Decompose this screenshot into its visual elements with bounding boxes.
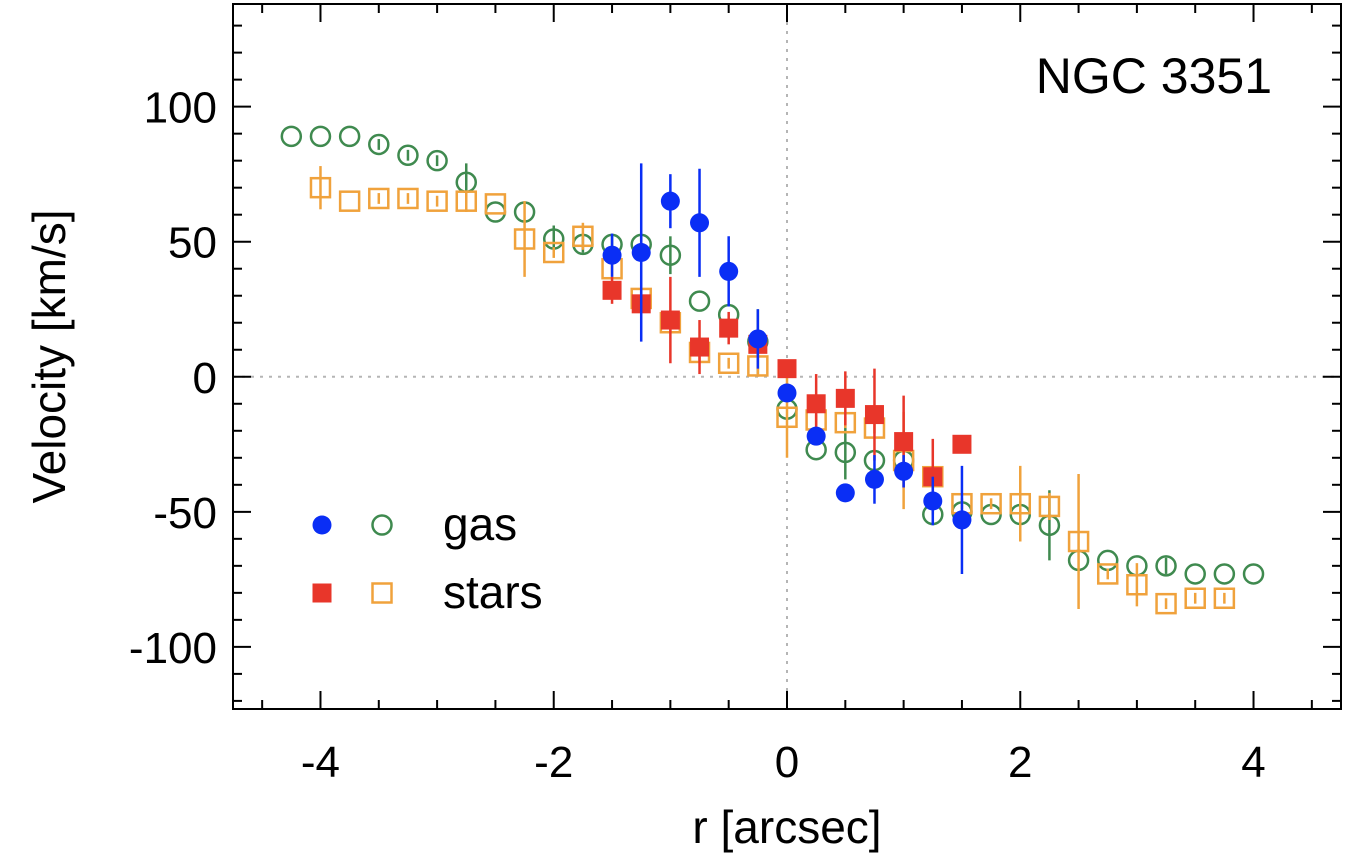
- data-point: [368, 133, 390, 156]
- series-gas_filled: [602, 163, 972, 574]
- data-point: [690, 213, 710, 233]
- data-point: [426, 149, 448, 172]
- data-point: [806, 426, 826, 446]
- data-point: [1155, 592, 1177, 615]
- data-point: [1213, 587, 1236, 610]
- data-point: [952, 434, 972, 454]
- data-point: [542, 241, 565, 264]
- data-point: [690, 337, 710, 357]
- data-point: [952, 510, 972, 530]
- data-point: [455, 190, 478, 212]
- plot-frame: [232, 3, 1342, 710]
- data-point: [338, 125, 361, 148]
- data-point: [309, 125, 332, 148]
- x-tick-label: -4: [301, 738, 340, 787]
- data-point: [484, 193, 507, 215]
- legend-marker: [312, 583, 332, 603]
- data-point: [1009, 492, 1032, 515]
- data-point: [688, 290, 711, 312]
- data-point: [748, 329, 768, 349]
- data-point: [1184, 587, 1206, 610]
- x-axis-label: r [arcsec]: [692, 801, 881, 853]
- y-tick-label: -100: [129, 624, 217, 673]
- y-axis-label: Velocity [km/s]: [23, 210, 75, 504]
- data-point: [309, 176, 332, 199]
- data-point: [1096, 563, 1119, 585]
- data-point: [894, 461, 914, 481]
- legend-marker: [312, 515, 332, 535]
- data-point: [1155, 555, 1177, 577]
- data-point: [806, 394, 826, 414]
- zero-lines: [233, 4, 1341, 709]
- x-tick-label: -2: [534, 738, 573, 787]
- data-point: [484, 201, 507, 223]
- data-point: [602, 280, 622, 300]
- data-point: [602, 245, 622, 265]
- data-point: [835, 388, 855, 408]
- data-point: [660, 310, 680, 330]
- data-point: [513, 228, 536, 250]
- axis-ticks: [233, 4, 1341, 709]
- data-point: [717, 352, 740, 375]
- data-point: [864, 469, 884, 489]
- data-point: [1242, 563, 1265, 585]
- data-point: [777, 359, 797, 379]
- legend: gas stars: [312, 498, 543, 618]
- galaxy-annotation: NGC 3351: [1036, 48, 1272, 104]
- legend-marker: [371, 582, 393, 604]
- data-point: [864, 405, 884, 425]
- x-tick-label: 4: [1241, 738, 1265, 787]
- data-point: [280, 125, 303, 148]
- data-point: [338, 190, 361, 212]
- data-point: [426, 190, 448, 212]
- data-point: [834, 441, 857, 464]
- data-point: [835, 483, 855, 503]
- data-point: [719, 261, 739, 281]
- legend-entry-gas: gas: [312, 498, 517, 550]
- data-point: [572, 225, 594, 248]
- data-point: [923, 491, 943, 511]
- data-point: [719, 318, 739, 338]
- y-tick-label: 0: [193, 354, 217, 403]
- data-point: [397, 144, 419, 167]
- data-point: [660, 191, 680, 211]
- data-point: [1184, 563, 1206, 585]
- data-point: [1067, 530, 1090, 553]
- y-tick-label: -50: [153, 489, 217, 538]
- legend-entry-stars: stars: [312, 566, 543, 618]
- data-point: [776, 406, 798, 429]
- data-point: [1213, 563, 1236, 585]
- x-tick-label: 0: [775, 738, 799, 787]
- data-point: [659, 244, 682, 266]
- legend-marker: [371, 514, 393, 536]
- y-tick-label: 50: [168, 219, 217, 268]
- data-point: [397, 187, 419, 210]
- data-series: [280, 125, 1265, 615]
- data-point: [368, 187, 390, 210]
- legend-label: stars: [443, 566, 543, 618]
- data-point: [980, 492, 1002, 515]
- data-point: [777, 383, 797, 403]
- x-tick-label: 2: [1008, 738, 1032, 787]
- data-point: [1096, 549, 1119, 572]
- legend-label: gas: [443, 498, 517, 550]
- data-point: [1038, 495, 1061, 518]
- data-point: [894, 432, 914, 452]
- y-tick-label: 100: [144, 84, 217, 133]
- data-point: [631, 243, 651, 263]
- series-gas_open: [280, 125, 1265, 585]
- tick-labels: -4 -2 0 2 4 -100 -50 0 50 100: [129, 84, 1266, 787]
- data-point: [1126, 573, 1148, 596]
